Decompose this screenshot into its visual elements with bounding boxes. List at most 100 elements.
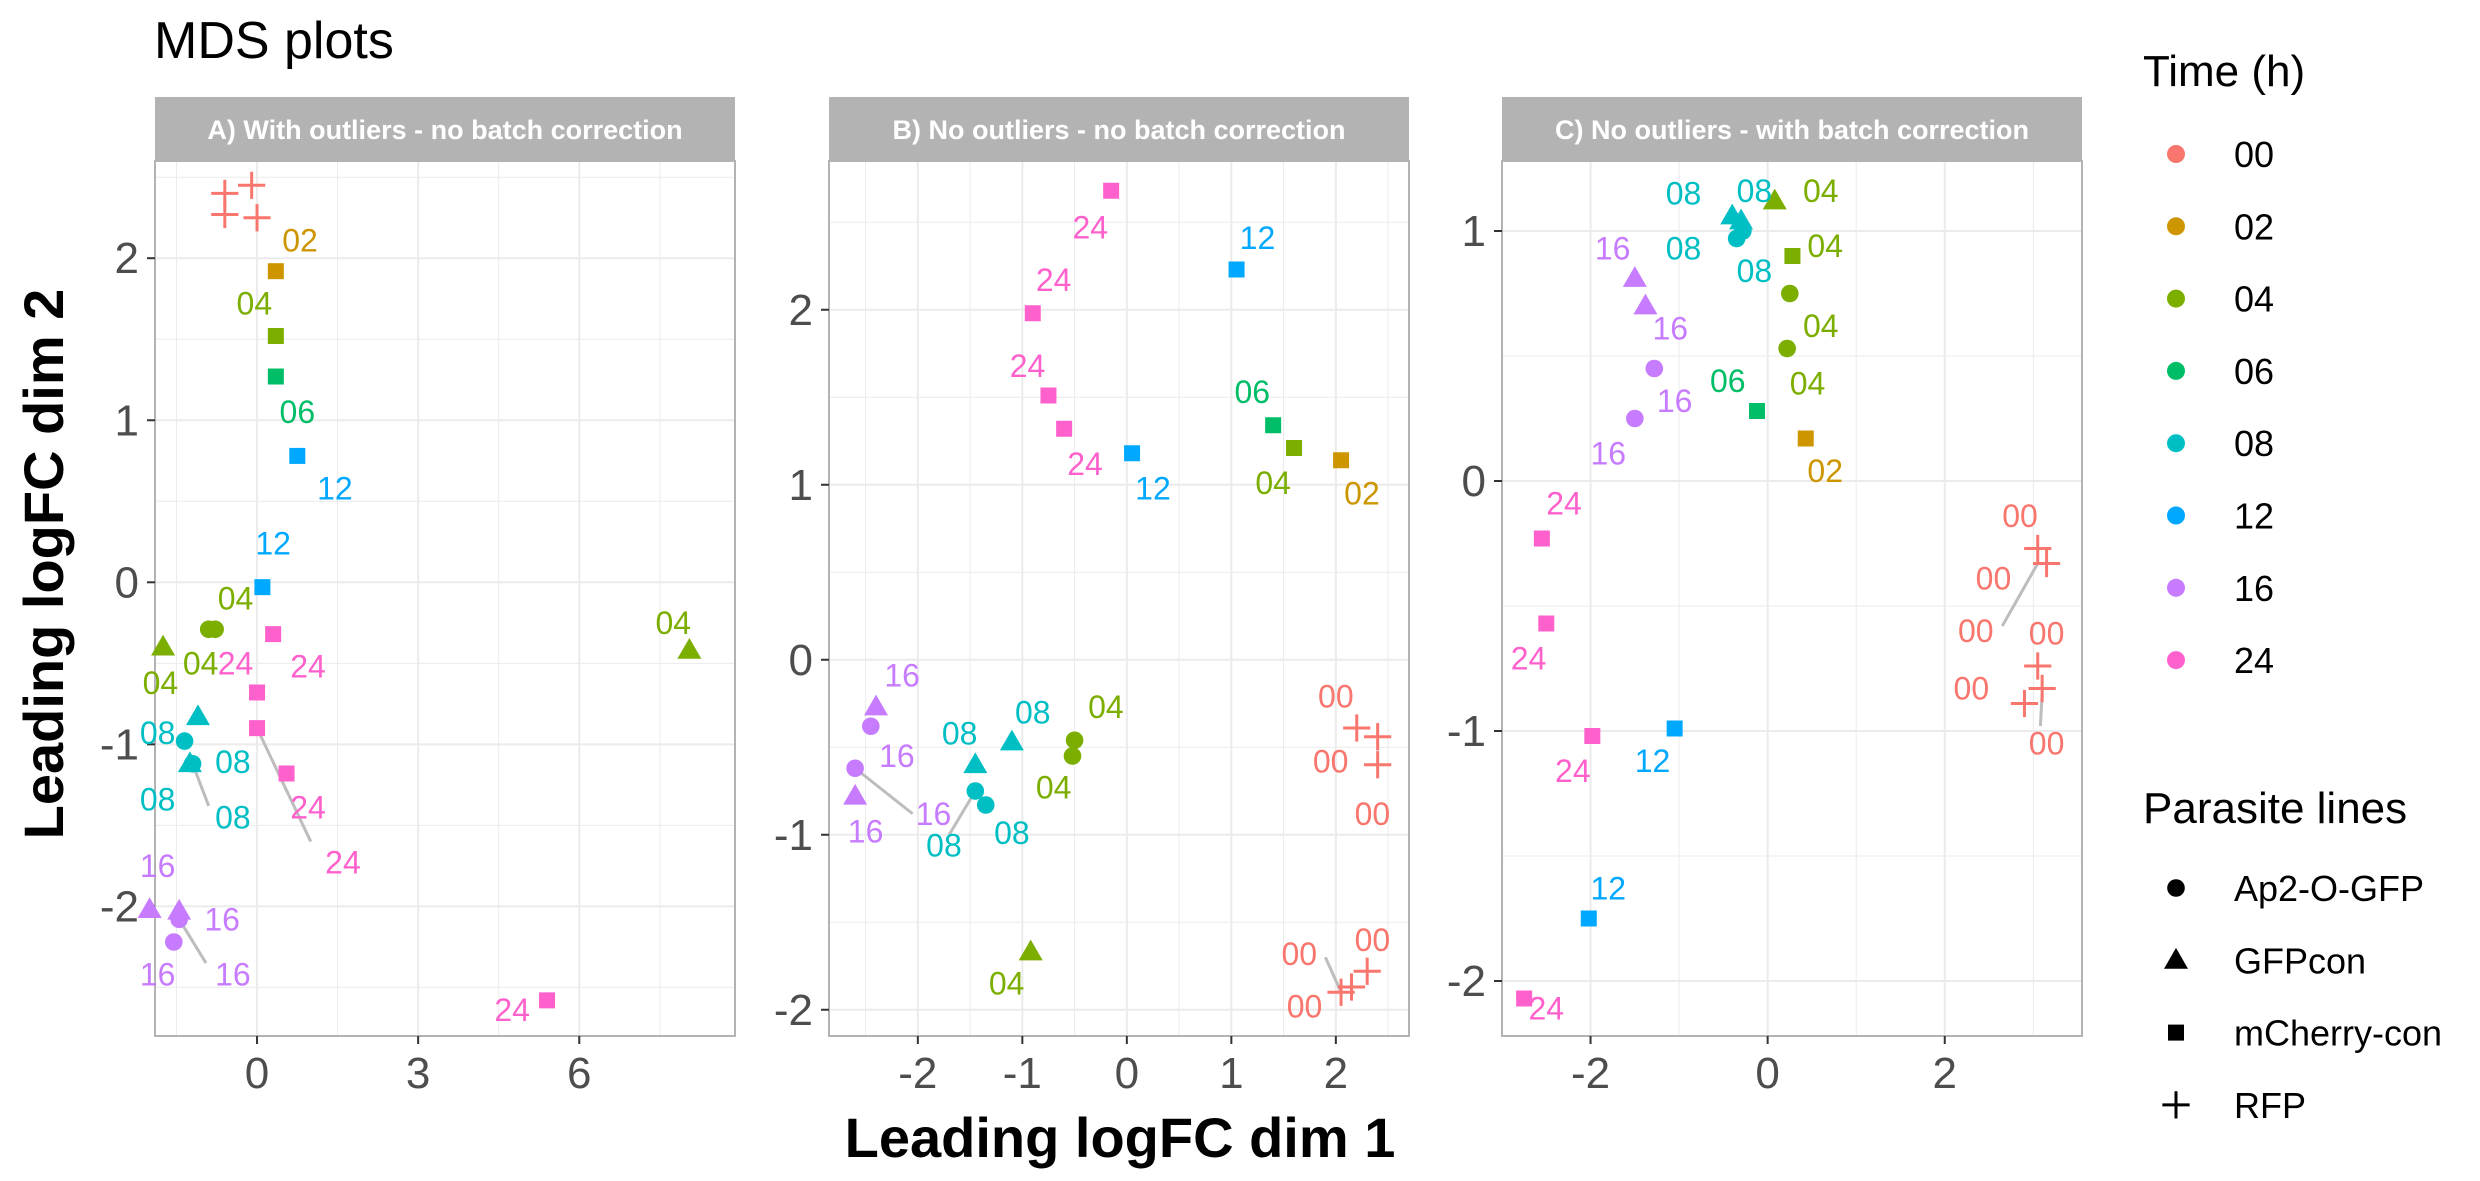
point-label: 08	[215, 744, 251, 780]
data-point-square	[1333, 452, 1350, 469]
data-point-square	[1265, 417, 1282, 434]
point-label: 04	[1255, 465, 1291, 501]
legend-key-circle	[2167, 578, 2185, 597]
panel-title: C) No outliers - with batch correction	[1555, 115, 2029, 145]
legend-time-label: 04	[2234, 279, 2274, 320]
x-tick-label: 0	[1115, 1049, 1139, 1098]
data-point-triangle	[1762, 188, 1787, 210]
gridlines	[829, 161, 1409, 1036]
point-label: 24	[218, 645, 254, 681]
data-point-square	[1784, 248, 1801, 264]
y-axis-title: Leading logFC dim 2	[12, 289, 75, 840]
point-label: 24	[1528, 991, 1564, 1027]
legend-key-circle	[2167, 879, 2185, 897]
data-point-circle	[1063, 747, 1082, 765]
point-label: 24	[1010, 348, 1046, 384]
point-label: 16	[215, 956, 251, 992]
x-tick-label: 1	[1219, 1049, 1243, 1098]
data-point-triangle	[843, 783, 868, 805]
panel-strip	[155, 97, 735, 161]
y-tick-label: 2	[115, 234, 139, 283]
x-tick-label: -2	[1571, 1049, 1610, 1098]
legend-time-title: Time (h)	[2143, 47, 2305, 96]
data-point-square	[1533, 530, 1550, 547]
data-point-square	[249, 684, 266, 701]
point-label: 08	[1737, 253, 1773, 289]
legend-shape-item: RFP	[2162, 1085, 2306, 1126]
legend-time-item: 12	[2167, 496, 2274, 537]
data-point-triangle	[151, 634, 176, 656]
data-point-square	[1024, 305, 1041, 322]
data-point-circle	[976, 796, 995, 814]
data-point-square	[265, 626, 282, 643]
data-point-triangle	[185, 704, 210, 726]
legend-time-item: 00	[2167, 134, 2274, 175]
point-label: 08	[1666, 231, 1702, 267]
point-label: 08	[215, 799, 251, 835]
point-label: 04	[1088, 689, 1124, 725]
legend-shape-label: GFPcon	[2234, 940, 2366, 981]
point-label: 00	[1287, 988, 1323, 1024]
data-point-square	[1228, 261, 1245, 278]
point-label: 08	[994, 815, 1030, 851]
panel-border	[828, 160, 1410, 1037]
data-point-circle	[1065, 731, 1084, 750]
x-tick-label: 2	[1933, 1049, 1957, 1098]
x-axis-title: Leading logFC dim 1	[845, 1106, 1396, 1169]
data-point-plus	[2024, 652, 2052, 680]
panel-1: A) With outliers - no batch correction 0 3…	[100, 97, 736, 1098]
point-label: 00	[1958, 613, 1994, 649]
y-tick-label: -1	[774, 811, 813, 860]
point-label: 08	[926, 827, 962, 863]
data-point-square	[267, 368, 284, 385]
data-point-plus	[1353, 957, 1381, 985]
panel-title: B) No outliers - no batch correction	[892, 115, 1345, 145]
data-point-circle	[183, 754, 202, 773]
data-point-triangle	[677, 637, 702, 659]
data-point-triangle	[1622, 266, 1647, 287]
point-label: 24	[290, 649, 326, 685]
x-tick-label: 0	[1755, 1049, 1779, 1098]
y-tick-label: -1	[1447, 707, 1486, 756]
point-label: 24	[1036, 262, 1072, 298]
data-point-square	[1056, 420, 1073, 437]
point-label: 08	[1737, 173, 1773, 209]
data-point-triangle	[1633, 293, 1658, 315]
data-point-circle	[1626, 409, 1644, 428]
figure-title: MDS plots	[154, 12, 394, 70]
point-label: 00	[1281, 936, 1317, 972]
y-tick-label: 2	[789, 286, 813, 335]
point-label: 24	[290, 790, 326, 826]
y-tick-label: 1	[1462, 207, 1486, 256]
y-tick-label: -2	[1447, 957, 1486, 1006]
legend-key-circle	[2167, 651, 2185, 670]
legend: Time (h) 00 02 04 06 08 12 16 24 Parasite lines Ap…	[2143, 47, 2442, 1126]
legend-time-label: 12	[2234, 496, 2274, 537]
legend-shape-label: mCherry-con	[2234, 1013, 2442, 1054]
data-point-square	[267, 263, 284, 280]
point-label: 00	[1954, 671, 1990, 707]
point-label: 24	[1072, 210, 1108, 246]
legend-key-circle	[2167, 289, 2185, 308]
data-point-square	[1124, 445, 1141, 462]
x-tick-label: 0	[245, 1049, 269, 1098]
point-label: 24	[1546, 486, 1582, 522]
point-label: 24	[1067, 446, 1103, 482]
data-point-square	[1666, 720, 1683, 737]
data-point-triangle	[864, 694, 889, 716]
point-label: 24	[325, 845, 361, 881]
point-label: 06	[280, 394, 316, 430]
data-point-square	[1286, 440, 1303, 456]
label-connector	[255, 727, 313, 843]
data-point-plus	[238, 171, 266, 199]
panel-border	[1501, 160, 2083, 1037]
x-tick-label: -2	[898, 1049, 937, 1098]
data-point-square	[1103, 182, 1120, 199]
y-tick-label: 1	[115, 396, 139, 445]
point-label: 04	[989, 966, 1025, 1002]
data-point-plus	[243, 204, 271, 232]
legend-time-item: 02	[2167, 206, 2274, 247]
legend-time-label: 08	[2234, 423, 2274, 464]
point-label: 00	[2029, 616, 2065, 652]
legend-key-triangle	[2164, 947, 2188, 969]
